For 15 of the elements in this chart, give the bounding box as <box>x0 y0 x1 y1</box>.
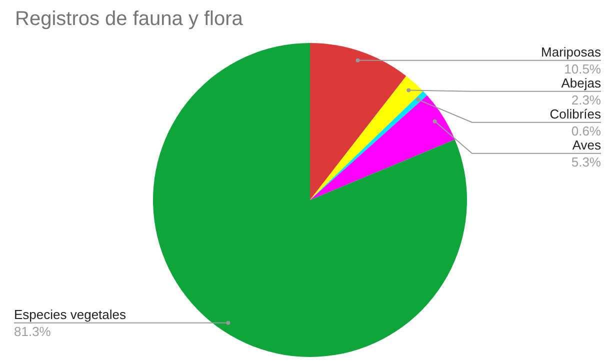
pie-slice <box>153 43 467 357</box>
pie-slice <box>310 43 406 200</box>
chart-title: Registros de fauna y flora <box>15 8 243 31</box>
slice-label: Aves <box>572 137 602 152</box>
data-label: 10.5% <box>564 61 602 76</box>
pie-slice <box>310 95 455 200</box>
data-label: 5.3% <box>571 154 602 170</box>
slice-label: Abejas <box>561 75 602 90</box>
data-label: 2.3% <box>571 92 602 108</box>
pie-slice <box>310 76 424 200</box>
slice-label: Especies vegetales <box>14 306 127 322</box>
data-label: 81.3% <box>14 324 52 339</box>
data-label: 0.6% <box>571 123 602 138</box>
slice-label: Colibríes <box>550 106 602 122</box>
slice-label: Mariposas <box>541 44 602 60</box>
